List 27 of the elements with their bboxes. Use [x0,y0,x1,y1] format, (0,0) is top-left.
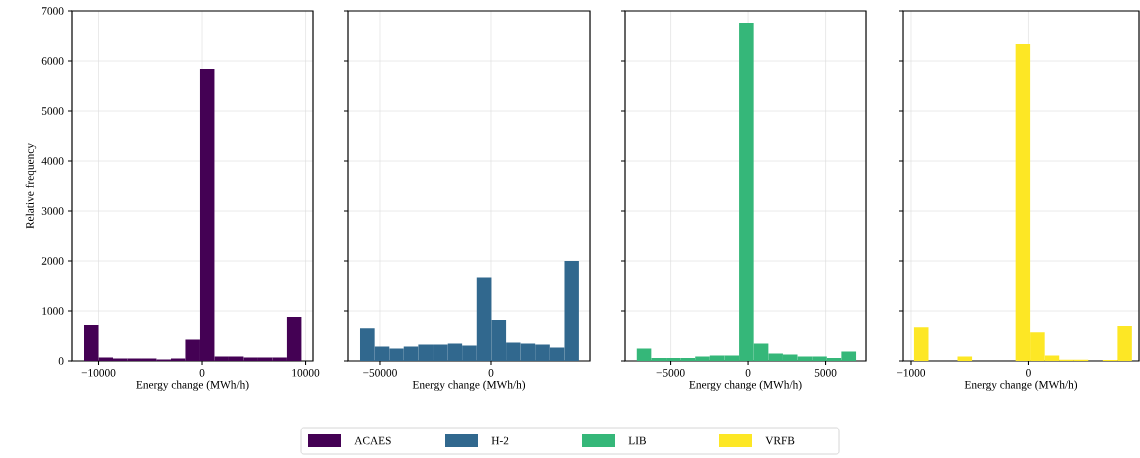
y-tick-label: 1000 [42,307,64,315]
y-tick-label: 3000 [41,207,64,215]
y-tick-label: 6000 [41,57,64,65]
x-axis-title: Energy change (MWh/h) [964,380,1078,391]
x-tick-label: −1000 [897,369,926,377]
x-tick-label: −50000 [363,369,397,377]
y-tick-label: 4000 [41,157,64,165]
x-axis-title: Energy change (MWh/h) [136,380,249,391]
x-axis-title: Energy change (MWh/h) [412,380,526,391]
legend-label: LIB [628,436,646,445]
x-axis-title: Energy change (MWh/h) [689,380,802,391]
y-axis-title: Relative frequency [25,143,37,229]
x-tick-label: 10000 [292,369,320,377]
y-tick-label: 0 [58,357,64,365]
x-tick-label: 0 [488,369,494,377]
x-tick-label: 5000 [814,369,837,377]
legend-label: H-2 [491,436,509,445]
x-tick-label: 0 [1026,369,1031,377]
legend-label: VRFB [765,436,795,445]
y-tick-label: 5000 [41,107,64,115]
x-tick-label: 0 [745,369,751,377]
x-tick-label: −5000 [656,369,685,377]
x-tick-label: 0 [199,369,205,377]
x-tick-label: −10000 [81,369,116,377]
legend-label: ACAES [354,436,391,445]
y-tick-label: 7000 [42,7,64,15]
y-tick-label: 2000 [41,257,64,265]
